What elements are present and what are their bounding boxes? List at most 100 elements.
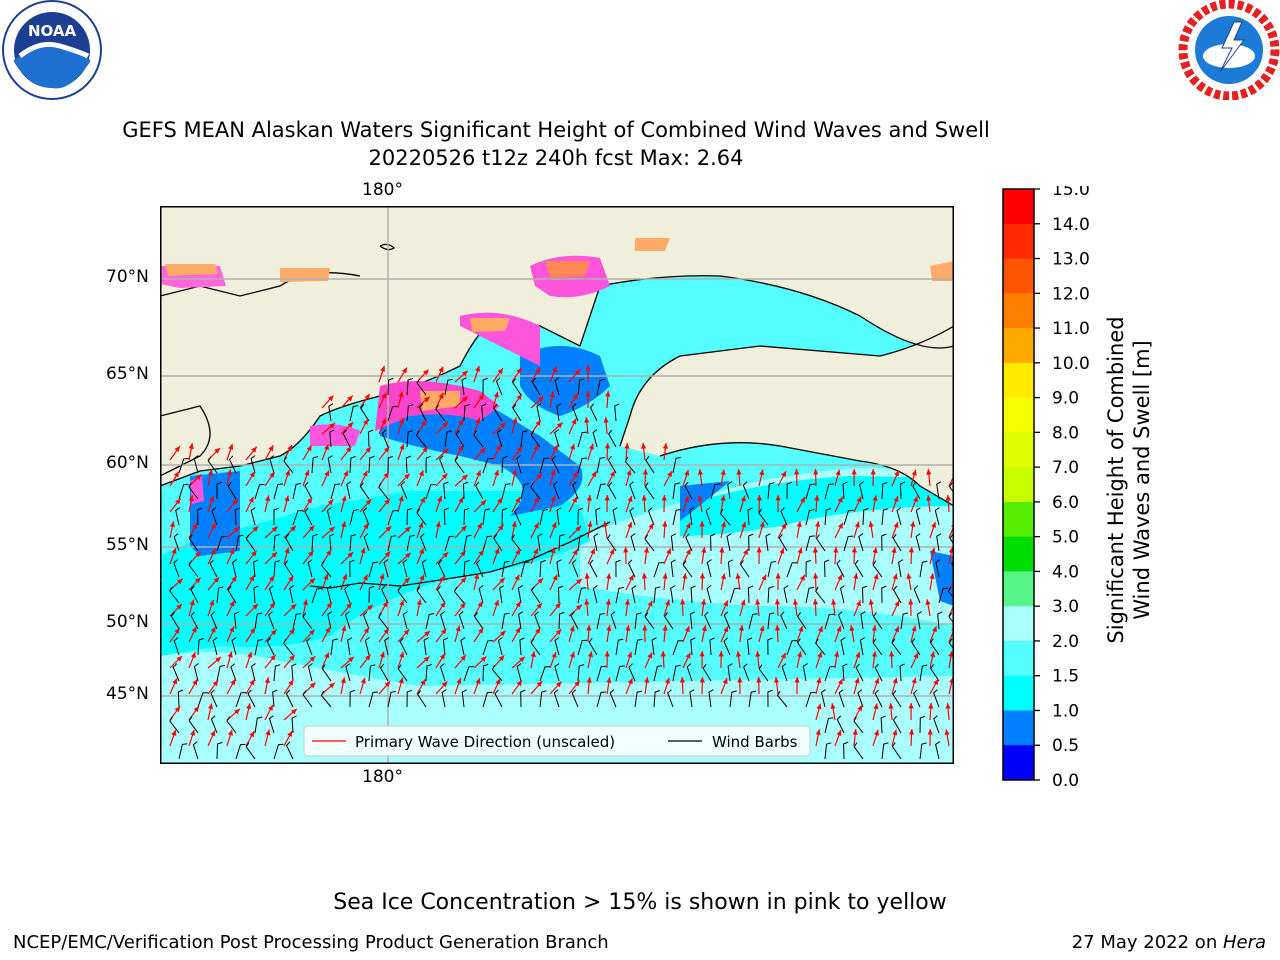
wave-arrow-head [627,496,633,502]
wind-barb [780,507,788,526]
colorbar-tick-label: 14.0 [1052,215,1090,235]
wind-barb [292,613,302,630]
wind-barb [268,715,275,734]
wave-arrow-head [930,547,936,554]
wind-barb [596,613,605,630]
wind-barb [824,742,832,760]
wave-arrow-head [478,394,484,400]
wind-barb [767,586,774,604]
wind-barb [188,716,199,734]
wind-barb [577,639,588,656]
wave-arrow-head [854,677,860,684]
wave-arrow-head [756,547,762,553]
wind-barb [349,534,357,552]
wind-barb [233,611,240,630]
wave-arrow-head [701,625,707,632]
wave-arrow-head [836,730,842,736]
wind-barb [360,404,370,422]
wind-barb [193,455,199,474]
wind-barb [482,535,493,552]
wave-arrow-head [662,521,668,527]
wind-barb [188,534,199,552]
wave-arrow-head [647,600,653,607]
wave-arrow-head [324,652,329,659]
wave-arrow-head [229,626,234,633]
wave-arrow-head [647,652,653,659]
wind-barb [307,559,313,578]
wind-barb [644,482,655,500]
wind-barb [872,638,883,656]
wave-arrow-head [871,625,877,631]
wave-arrow-head [735,651,742,657]
wave-arrow-head [326,549,332,556]
wind-barb [178,458,189,474]
wind-barb [913,585,921,604]
wave-arrow-head [813,469,819,475]
wind-barb [406,507,413,526]
wind-barb [381,429,389,448]
wind-barb [254,639,264,656]
colorbar-band [1003,432,1034,468]
wave-arrow-head [500,630,506,637]
colorbar-tick-label: 15.0 [1052,186,1090,200]
wind-barb [539,690,547,708]
colorbar: 15.0 14.0 13.0 12.0 11.0 10.0 9.0 8.0 7.0 6.0 5.0 4… [1002,186,1090,786]
wave-arrow-head [498,655,505,662]
wind-barb [824,508,832,526]
wave-arrow-head [641,443,647,449]
wave-arrow-head [192,679,198,686]
wind-barb [473,430,484,448]
wind-barb [368,691,379,708]
wave-arrow-head [346,446,352,453]
wind-barb [329,429,335,448]
wave-arrow-head [735,573,741,579]
wind-barb [250,507,256,526]
wave-arrow-head [854,521,860,528]
wind-barb [495,377,503,396]
wave-arrow-head [625,625,631,631]
wind-barb [556,507,562,526]
wave-arrow-head [662,573,668,579]
wind-barb [406,430,414,448]
wind-barb [824,717,834,734]
wind-barb [838,689,845,708]
wind-barb [304,507,313,526]
wind-barb [399,637,408,656]
wind-barb [947,586,954,599]
wave-arrow-head [477,522,482,529]
wind-barb [937,611,943,630]
colorbar-tick-label: 1.5 [1052,667,1079,687]
wave-arrow-head [423,396,430,403]
wind-barb [402,611,408,630]
wind-barb [912,481,921,500]
wind-barb [268,585,275,604]
wind-barb [881,585,887,604]
wind-barb [836,715,845,734]
wave-arrow-head [174,706,180,713]
wave-arrow-head [233,526,240,533]
wave-arrow-head [815,729,821,736]
wave-arrow-head [908,599,914,605]
wave-arrow-head [701,547,707,553]
wind-barb [596,691,607,708]
wind-barb [596,483,606,500]
colorbar-label: Significant Height of Combined Wind Wave… [1104,316,1154,643]
colorbar-tick-label: 0.0 [1052,771,1079,786]
wave-arrow-head [945,703,951,709]
wind-barb [572,481,579,500]
wind-barb [387,377,394,396]
wind-barb [330,638,338,656]
wave-arrow-head [494,548,500,554]
wind-barb [874,663,883,682]
wind-barb [726,533,732,552]
wave-arrow-head [585,365,591,371]
wind-barb [436,585,446,604]
wave-arrow-head [340,677,346,684]
chart-title: GEFS MEAN Alaskan Waters Significant Hei… [122,118,990,142]
wave-arrow-head [497,368,503,375]
wind-barb [284,533,294,552]
wave-arrow-head [302,599,308,606]
wave-arrow-head [756,495,762,501]
wind-barb [175,507,181,526]
wave-arrow-head [855,651,861,658]
